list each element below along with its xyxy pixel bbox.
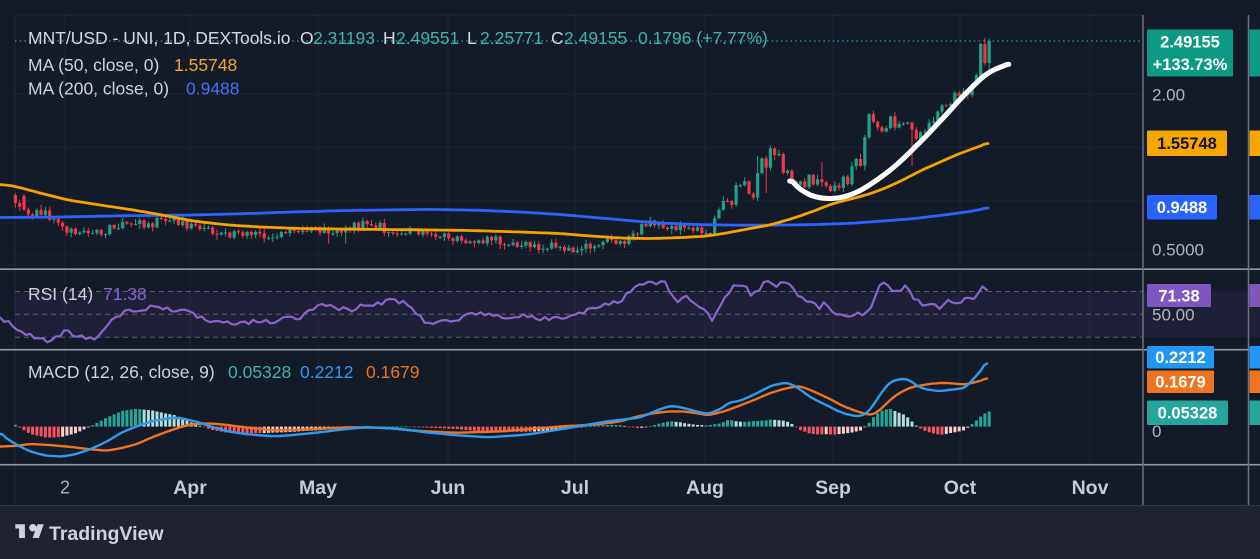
svg-text:Jul: Jul bbox=[561, 477, 589, 499]
svg-text:O: O bbox=[300, 28, 314, 48]
svg-text:MNT/USD - UNI, 1D, DEXTools.io: MNT/USD - UNI, 1D, DEXTools.io bbox=[28, 28, 291, 48]
svg-text:0.2212: 0.2212 bbox=[300, 362, 354, 382]
svg-text:Jun: Jun bbox=[431, 477, 466, 499]
svg-text:Sep: Sep bbox=[815, 477, 851, 499]
svg-text:2.31193: 2.31193 bbox=[313, 28, 375, 48]
svg-text:Oct: Oct bbox=[944, 477, 977, 499]
svg-text:L: L bbox=[467, 28, 477, 48]
svg-text:2.00: 2.00 bbox=[1152, 86, 1185, 105]
svg-text:TradingView: TradingView bbox=[49, 523, 164, 545]
svg-text:0.05328: 0.05328 bbox=[228, 362, 291, 382]
svg-text:0.1679: 0.1679 bbox=[366, 362, 420, 382]
svg-text:Nov: Nov bbox=[1072, 477, 1109, 499]
svg-text:0.1679: 0.1679 bbox=[1155, 374, 1205, 392]
svg-text:2.49155: 2.49155 bbox=[564, 28, 627, 48]
svg-text:C: C bbox=[551, 28, 564, 48]
svg-text:71.38: 71.38 bbox=[103, 284, 147, 304]
svg-text:0.9488: 0.9488 bbox=[186, 79, 240, 99]
svg-text:+133.73%: +133.73% bbox=[1153, 56, 1228, 74]
svg-text:2: 2 bbox=[60, 478, 70, 498]
svg-text:2.49551: 2.49551 bbox=[396, 28, 459, 48]
svg-text:Apr: Apr bbox=[173, 477, 207, 499]
svg-text:H: H bbox=[383, 28, 396, 48]
svg-text:2.25771: 2.25771 bbox=[480, 28, 543, 48]
svg-text:MACD (12, 26, close, 9): MACD (12, 26, close, 9) bbox=[28, 362, 215, 382]
svg-text:May: May bbox=[299, 477, 337, 499]
svg-text:0: 0 bbox=[1152, 422, 1161, 441]
svg-text:MA (200, close, 0): MA (200, close, 0) bbox=[28, 79, 169, 99]
svg-text:MA (50, close, 0): MA (50, close, 0) bbox=[28, 55, 159, 75]
svg-text:50.00: 50.00 bbox=[1152, 306, 1195, 325]
svg-text:71.38: 71.38 bbox=[1158, 287, 1199, 305]
svg-text:2.49155: 2.49155 bbox=[1160, 34, 1220, 52]
svg-text:1.55748: 1.55748 bbox=[1157, 135, 1217, 153]
svg-text:0.5000: 0.5000 bbox=[1152, 241, 1204, 260]
svg-text:0.9488: 0.9488 bbox=[1157, 199, 1207, 217]
svg-text:0.1796 (+7.77%): 0.1796 (+7.77%) bbox=[638, 28, 768, 48]
svg-text:0.05328: 0.05328 bbox=[1158, 405, 1218, 423]
svg-text:Aug: Aug bbox=[686, 477, 724, 499]
svg-text:0.2212: 0.2212 bbox=[1155, 349, 1205, 367]
svg-text:RSI (14): RSI (14) bbox=[28, 284, 93, 304]
svg-text:1.55748: 1.55748 bbox=[174, 55, 237, 75]
